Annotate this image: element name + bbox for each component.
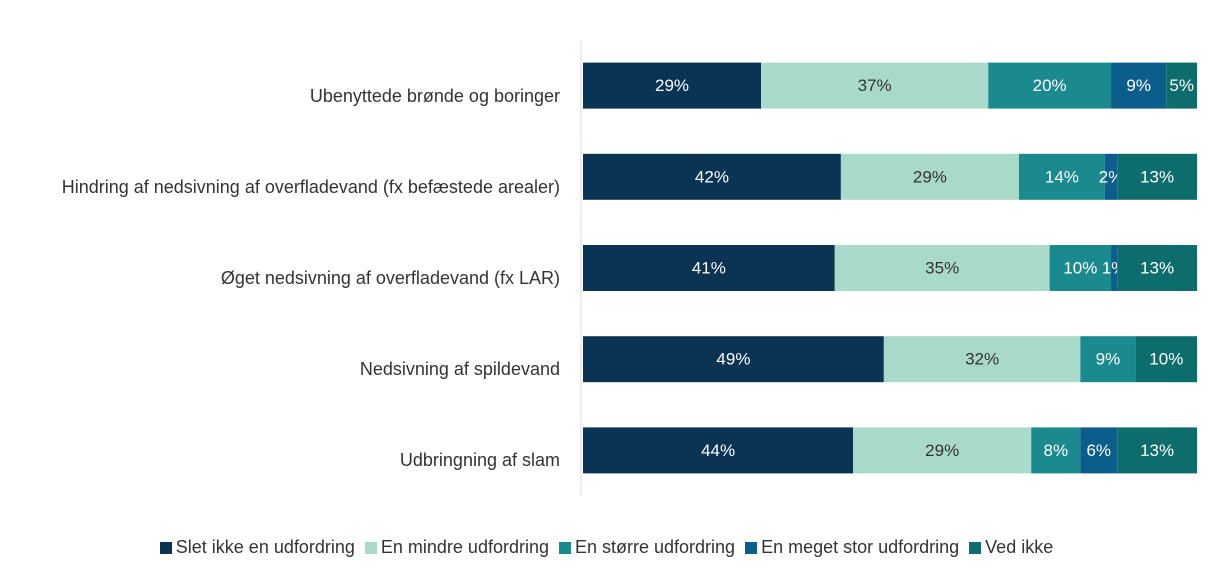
bar-segment — [840, 153, 1019, 200]
data-label: 41% — [692, 258, 726, 277]
bar-segment — [1117, 245, 1197, 291]
bar-segment — [1080, 336, 1136, 383]
bar-segment — [1111, 245, 1118, 291]
bar-segment — [583, 153, 841, 200]
data-label: 32% — [965, 350, 999, 369]
legend-label: Slet ikke en udfordring — [175, 537, 355, 557]
legend-label: En mindre udfordring — [380, 537, 549, 557]
legend-swatch — [745, 541, 758, 554]
data-label: 14% — [1045, 167, 1079, 186]
legend: Slet ikke en udfordring En mindre udfordr… — [10, 537, 1203, 558]
category-label: Øget nedsivning af overfladevand (fx LAR… — [220, 268, 560, 288]
chart: 29% 37% 20% 9% 5% 42% 29% 14% 2% 13% 41% 35% 10% 1% 13… — [10, 10, 1203, 568]
bar-segment — [1117, 153, 1197, 200]
category-label: Hindring af nedsivning af overfladevand … — [61, 176, 560, 197]
bar-segment — [883, 336, 1081, 383]
data-label: 13% — [1140, 258, 1174, 277]
bar-segment — [1104, 153, 1118, 200]
data-label: 44% — [701, 441, 735, 460]
legend-swatch — [159, 541, 172, 554]
category-label: Udbringning af slam — [399, 450, 560, 471]
bar-segment — [583, 62, 762, 109]
data-label: 5% — [1169, 76, 1194, 95]
data-label: 29% — [655, 76, 689, 95]
bar-segment — [1080, 427, 1118, 474]
data-label: 37% — [858, 76, 892, 95]
bar-segment — [834, 245, 1050, 291]
data-label: 10% — [1149, 350, 1183, 369]
bar-segment — [583, 336, 884, 383]
data-label: 13% — [1140, 441, 1174, 460]
data-label: 29% — [913, 167, 947, 186]
legend-label: Ved ikke — [985, 537, 1054, 557]
bar-segment — [853, 427, 1032, 474]
legend-swatch — [364, 541, 377, 554]
legend-swatch — [969, 541, 982, 554]
bar-segment — [1018, 153, 1105, 200]
bar-segment — [1049, 245, 1112, 291]
bar-segment — [988, 62, 1112, 109]
data-label: 9% — [1096, 350, 1121, 369]
data-label: 20% — [1033, 76, 1067, 95]
data-label: 29% — [925, 441, 959, 460]
bar-segment — [1135, 336, 1197, 383]
bar-segment — [1166, 62, 1197, 109]
data-label: 6% — [1086, 441, 1111, 460]
bar-segment — [761, 62, 989, 109]
bar-segment — [583, 427, 854, 474]
data-label: 49% — [716, 350, 750, 369]
legend-item: En større udfordring — [558, 537, 736, 558]
bar-segment — [1117, 427, 1197, 474]
legend-item: En mindre udfordring — [364, 537, 549, 558]
legend-item: Slet ikke en udfordring — [159, 537, 355, 558]
bar-segment — [583, 245, 835, 291]
data-label: 13% — [1140, 167, 1174, 186]
legend-label: En meget stor udfordring — [761, 537, 960, 557]
category-label: Nedsivning af spildevand — [359, 359, 560, 380]
bar-segment — [1111, 62, 1167, 109]
bar-segment — [1031, 427, 1081, 474]
data-label: 10% — [1063, 258, 1097, 277]
data-label: 8% — [1043, 441, 1068, 460]
legend-item: En meget stor udfordring — [745, 537, 959, 558]
legend-item: Ved ikke — [969, 537, 1053, 558]
legend-label: En større udfordring — [574, 537, 736, 557]
plot: 29% 37% 20% 9% 5%42% 29% 14% 2% 13%41% 35% 10% 1% 13… — [580, 40, 1197, 496]
data-label: 42% — [695, 167, 729, 186]
legend-swatch — [558, 541, 571, 554]
data-label: 9% — [1126, 76, 1151, 95]
data-label: 35% — [925, 258, 959, 277]
category-label: Ubenyttede brønde og boringer — [309, 85, 560, 106]
